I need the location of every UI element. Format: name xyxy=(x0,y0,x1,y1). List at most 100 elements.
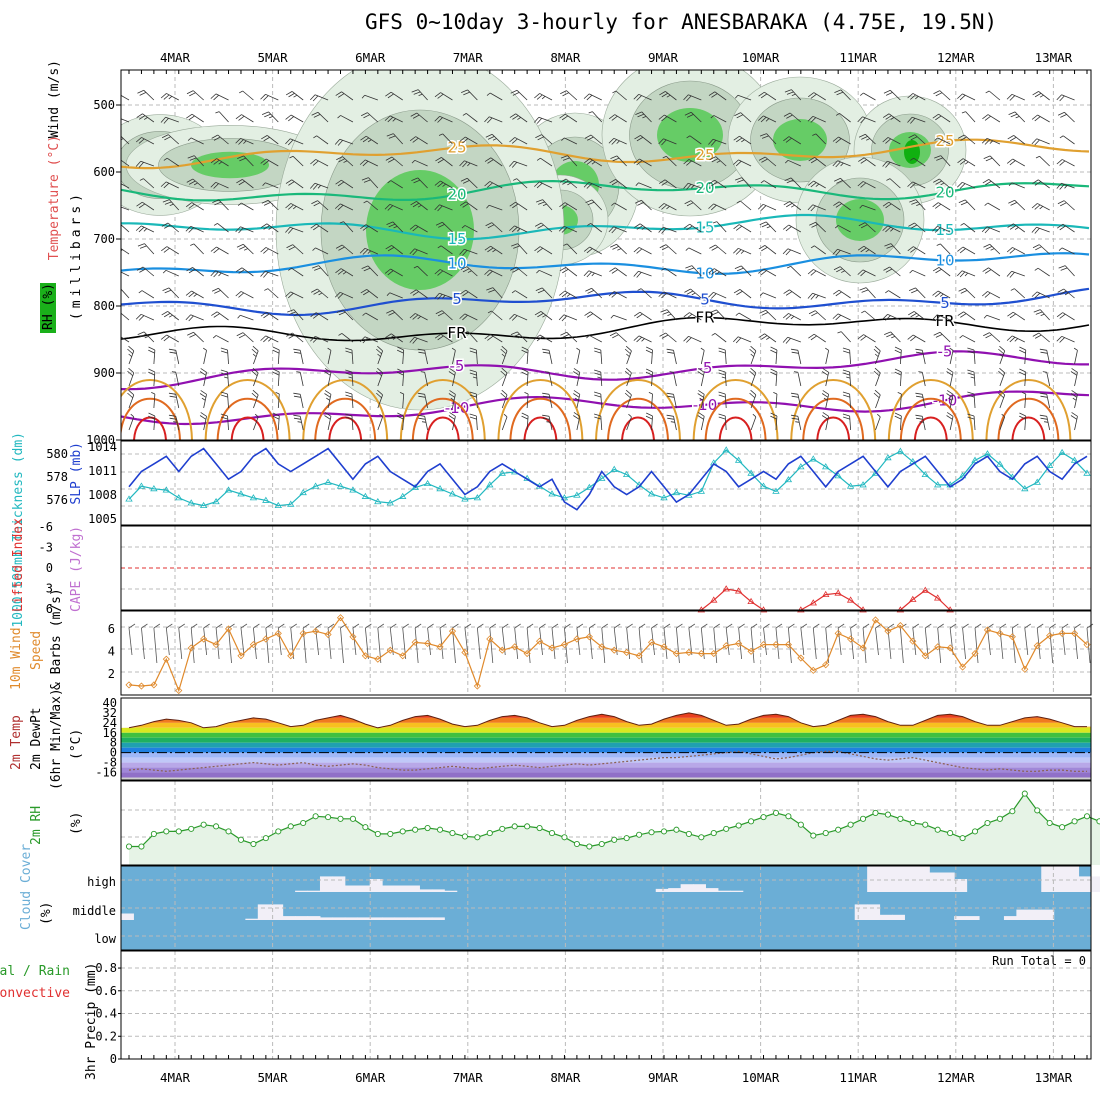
wind-barb-flag xyxy=(138,226,145,233)
wind-barb-flag xyxy=(360,289,368,294)
wind-barb-flag xyxy=(885,138,891,144)
wind-barb xyxy=(121,271,130,277)
isotherm-line xyxy=(399,379,486,440)
wind-barb-flag xyxy=(711,246,719,251)
rh-point xyxy=(499,825,506,832)
wind-barb-flag xyxy=(908,222,915,227)
wind-barb-flag xyxy=(362,337,368,344)
wind-barb-flag xyxy=(338,333,343,336)
wind-barb xyxy=(999,416,1006,431)
wind-barb-flag xyxy=(213,313,220,318)
wind-barb xyxy=(912,181,926,189)
wind-speed-point xyxy=(262,635,270,643)
wind-barb xyxy=(265,93,279,101)
date-axis: 4MAR4MAR5MAR5MAR6MAR6MAR7MAR7MAR8MAR8MAR… xyxy=(160,50,1073,1085)
wind-barb-flag xyxy=(666,206,670,210)
wind-barb-flag xyxy=(946,415,953,420)
wind-barb-flag xyxy=(959,248,966,254)
wind-barb-flag xyxy=(421,421,427,423)
wind-barb-flag xyxy=(842,369,850,373)
surface-wind-barb-flag xyxy=(937,623,944,629)
wind-barb-flag xyxy=(469,416,477,420)
wind-barb-flag xyxy=(337,181,345,187)
surface-wind-barb xyxy=(663,627,668,660)
rh-point xyxy=(598,840,605,848)
wind-barb-flag xyxy=(188,115,195,121)
wind-barb-flag xyxy=(164,201,172,205)
wind-barb-flag xyxy=(637,113,645,118)
wind-barb xyxy=(700,372,705,387)
rh-point xyxy=(163,828,170,835)
wind-barb-flag xyxy=(894,346,902,351)
wind-barb-flag xyxy=(238,334,246,339)
wind-barb xyxy=(1040,309,1050,321)
wind-barb-flag xyxy=(450,397,455,401)
wind-barb xyxy=(1011,270,1025,277)
wind-barb-flag xyxy=(1033,309,1041,313)
surface-wind-barb xyxy=(141,627,145,660)
wind-barb-flag xyxy=(661,116,668,122)
wind-barb-flag xyxy=(758,91,765,97)
wind-barb xyxy=(815,221,827,233)
wind-barb-flag xyxy=(1034,228,1040,234)
wind-barb-flag xyxy=(585,287,592,292)
wind-barb-flag xyxy=(933,90,940,95)
wind-barb-flag xyxy=(376,392,382,399)
wind-barb xyxy=(887,160,901,167)
surface-wind-barb-flag xyxy=(502,623,509,629)
wind-barb-flag xyxy=(635,111,642,116)
wind-barb xyxy=(327,350,332,365)
wind-barb-flag xyxy=(214,290,221,294)
wind-barb-flag xyxy=(561,115,569,121)
wind-barb-flag xyxy=(542,203,547,206)
precip-tick-label: 0.6 xyxy=(95,984,117,998)
wind-barb xyxy=(489,92,503,101)
isotherm-label: FR xyxy=(447,324,466,342)
wind-barb-flag xyxy=(1035,246,1042,251)
surface-wind-barb xyxy=(551,627,556,660)
wind-barb-flag xyxy=(999,353,1003,357)
wind-barb xyxy=(466,266,478,277)
surface-wind-barb xyxy=(1086,627,1091,664)
wind-barb-flag xyxy=(885,290,889,294)
wind-barb xyxy=(488,204,503,211)
wind-barb-flag xyxy=(660,309,668,313)
wind-barb-flag xyxy=(114,271,119,276)
wind-barb xyxy=(389,292,403,299)
wind-barb-flag xyxy=(636,95,642,101)
wind-barb-flag xyxy=(586,313,594,318)
surface-wind-barb-flag xyxy=(1024,623,1032,629)
rh-point xyxy=(125,843,133,850)
cloud-clear-cell xyxy=(1091,876,1100,892)
wind-barb-flag xyxy=(1057,288,1065,293)
wind-barb xyxy=(290,138,304,145)
wind-barb xyxy=(539,334,553,343)
wind-barb xyxy=(750,372,757,387)
surface-wind-barb-flag xyxy=(452,623,459,629)
wind-barb-flag xyxy=(733,336,739,343)
wind-barb-flag xyxy=(961,111,966,114)
wind-barb-flag xyxy=(910,247,917,253)
thickness-point xyxy=(237,490,245,497)
wind-barb-flag xyxy=(377,367,383,374)
wind-barb-flag xyxy=(189,334,196,338)
wind-barb-flag xyxy=(636,248,643,254)
wind-barb-flag xyxy=(114,336,120,340)
wind-barb xyxy=(541,222,553,233)
wind-barb xyxy=(203,416,207,431)
wind-barb-flag xyxy=(418,395,426,398)
wind-barb xyxy=(888,201,901,211)
wind-speed-point xyxy=(847,635,855,643)
wind-barb-flag xyxy=(683,312,690,318)
surface-wind-barb-flag xyxy=(526,623,534,629)
wind-barb-flag xyxy=(189,157,197,161)
wind-barb-flag xyxy=(628,413,632,418)
thickness-point xyxy=(573,491,581,498)
wind-barb-flag xyxy=(345,372,353,376)
wind-barb-flag xyxy=(188,203,195,209)
wind-barb xyxy=(292,155,304,167)
wind-barb-flag xyxy=(910,224,918,229)
wind-barb-flag xyxy=(608,226,614,233)
isotherm-line xyxy=(121,252,1090,275)
